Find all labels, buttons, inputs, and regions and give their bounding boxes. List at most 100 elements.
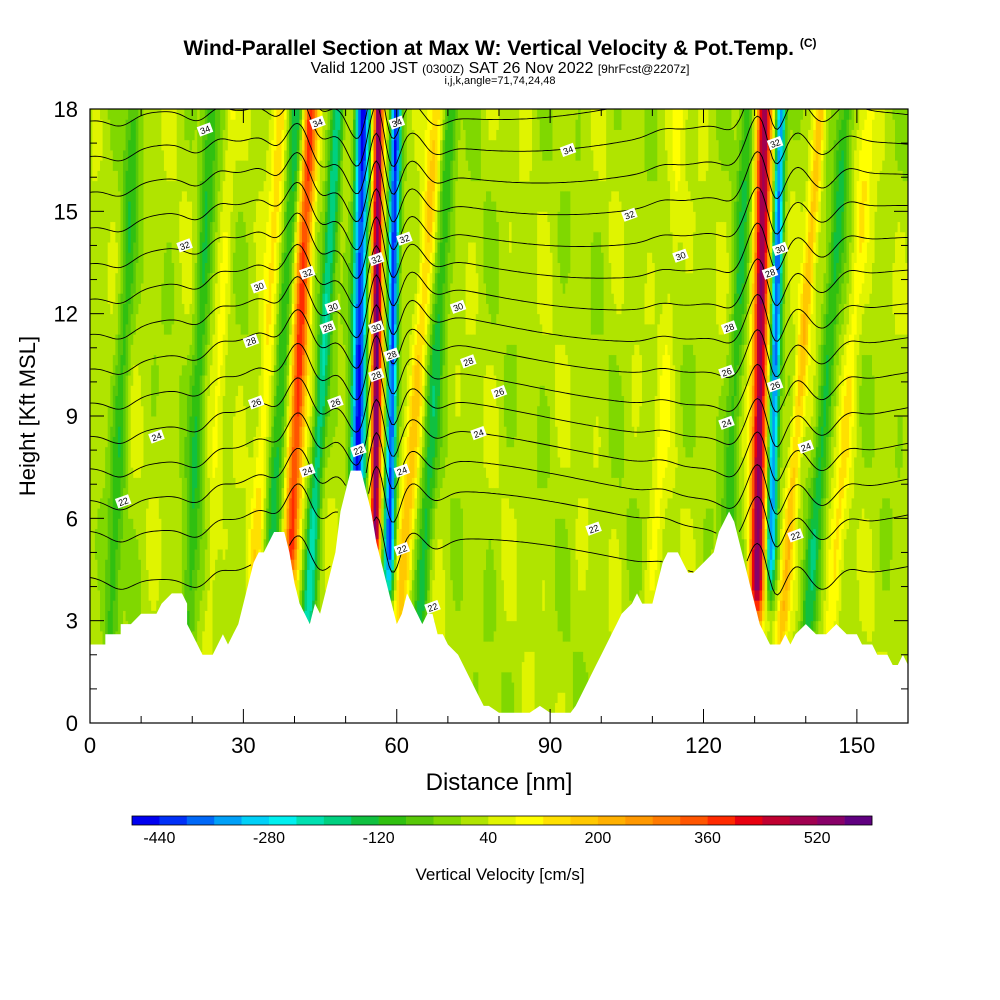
potential-temperature-contours xyxy=(90,109,908,596)
contour-label: 30 xyxy=(449,299,467,314)
chart-indices: i,j,k,angle=71,74,24,48 xyxy=(444,75,556,87)
svg-text:34: 34 xyxy=(311,117,324,130)
svg-text:30: 30 xyxy=(370,321,383,334)
colorbar-swatch xyxy=(214,816,242,825)
colorbar-swatch xyxy=(680,816,708,825)
x-tick-label: 0 xyxy=(84,733,96,758)
contour-label: 24 xyxy=(299,463,316,478)
colorbar-tick-label: -440 xyxy=(143,830,175,847)
svg-text:28: 28 xyxy=(764,267,777,280)
colorbar-swatch xyxy=(543,816,571,825)
contour-label: 26 xyxy=(327,395,344,410)
svg-text:22: 22 xyxy=(587,523,600,536)
colorbar: -440 -280 -120 40 200 360 520 xyxy=(131,815,873,847)
contour-label: 28 xyxy=(242,333,260,349)
colorbar-swatch xyxy=(351,816,379,825)
theta-contour-line xyxy=(90,243,908,311)
theta-contour-line xyxy=(90,431,908,515)
colorbar-swatch xyxy=(132,816,160,825)
theta-contour-line xyxy=(90,109,908,168)
contour-label: 32 xyxy=(176,238,193,253)
svg-text:24: 24 xyxy=(472,427,485,440)
colorbar-swatch xyxy=(433,816,462,825)
svg-text:34: 34 xyxy=(199,124,212,137)
y-tick-label: 12 xyxy=(54,302,78,327)
colorbar-swatch xyxy=(762,816,791,825)
chart-subtitle: Valid 1200 JST (0300Z) SAT 26 Nov 2022 [… xyxy=(310,60,690,77)
contour-label: 32 xyxy=(368,252,385,267)
colorbar-swatch xyxy=(652,816,681,825)
contour-label: 22 xyxy=(787,528,804,543)
colorbar-swatch xyxy=(296,816,325,825)
y-axis-label: Height [Kft MSL] xyxy=(15,336,40,496)
colorbar-swatch xyxy=(460,816,489,825)
contour-label: 22 xyxy=(424,599,441,615)
contour-label: 34 xyxy=(196,122,214,137)
colorbar-tick-label: 40 xyxy=(479,830,497,847)
colorbar-swatch xyxy=(597,816,626,825)
svg-text:28: 28 xyxy=(370,369,383,382)
colorbar-tick-label: 200 xyxy=(585,830,612,847)
terrain-mask xyxy=(90,470,908,723)
colorbar-swatch xyxy=(159,816,188,825)
contour-label: 28 xyxy=(319,320,336,335)
svg-text:30: 30 xyxy=(252,280,265,293)
colorbar-tick-label: -280 xyxy=(253,830,285,847)
y-tick-label: 15 xyxy=(54,199,78,224)
theta-contour-line xyxy=(319,109,611,140)
x-tick-label: 90 xyxy=(538,733,562,758)
copyright-mark: (C) xyxy=(799,36,817,50)
svg-text:22: 22 xyxy=(396,543,409,556)
svg-text:32: 32 xyxy=(370,253,383,266)
svg-text:26: 26 xyxy=(769,379,782,392)
svg-text:24: 24 xyxy=(800,441,813,454)
svg-text:34: 34 xyxy=(391,117,404,130)
colorbar-swatch xyxy=(734,816,763,825)
svg-text:28: 28 xyxy=(385,349,398,362)
contour-label: 28 xyxy=(761,265,779,280)
vertical-velocity-field xyxy=(90,109,908,723)
svg-text:22: 22 xyxy=(117,495,130,508)
contour-label: 22 xyxy=(393,541,411,557)
y-tick-label: 0 xyxy=(66,711,78,736)
svg-text:32: 32 xyxy=(398,233,411,246)
theta-contour-line xyxy=(90,304,908,378)
colorbar-swatch xyxy=(241,816,270,825)
colorbar-swatch xyxy=(323,816,352,825)
svg-text:30: 30 xyxy=(674,250,687,263)
svg-text:26: 26 xyxy=(329,396,342,409)
x-tick-label: 120 xyxy=(685,733,722,758)
contour-label: 24 xyxy=(148,429,165,444)
svg-text:22: 22 xyxy=(352,444,365,457)
contour-label: 22 xyxy=(585,521,602,536)
terrain-shape xyxy=(90,470,908,723)
contour-label: 26 xyxy=(766,378,784,393)
svg-text:32: 32 xyxy=(178,239,191,252)
contour-label: 26 xyxy=(718,364,735,379)
colorbar-swatch xyxy=(269,816,297,825)
contour-label: 28 xyxy=(368,368,385,383)
svg-text:26: 26 xyxy=(720,366,733,379)
contour-label: 22 xyxy=(114,494,132,509)
theta-contour-line xyxy=(90,181,908,251)
svg-text:24: 24 xyxy=(396,465,409,478)
contour-label: 24 xyxy=(470,426,487,441)
contour-label: 34 xyxy=(309,115,326,130)
svg-text:24: 24 xyxy=(301,465,314,478)
svg-text:26: 26 xyxy=(250,396,263,409)
colorbar-swatch xyxy=(844,816,873,825)
contour-label: 24 xyxy=(393,463,411,478)
theta-contour-line xyxy=(90,212,908,279)
y-tick-label: 9 xyxy=(66,404,78,429)
contour-label: 24 xyxy=(718,415,735,430)
colorbar-swatch xyxy=(488,816,517,825)
colorbar-swatch xyxy=(406,816,434,825)
contour-label: 28 xyxy=(720,320,738,335)
y-tick-label: 18 xyxy=(54,97,78,122)
svg-text:32: 32 xyxy=(301,267,314,280)
colorbar-label: Vertical Velocity [cm/s] xyxy=(415,865,584,884)
colorbar-swatch xyxy=(186,816,215,825)
chart-title: Wind-Parallel Section at Max W: Vertical… xyxy=(183,36,817,60)
contour-label: 26 xyxy=(490,385,508,400)
